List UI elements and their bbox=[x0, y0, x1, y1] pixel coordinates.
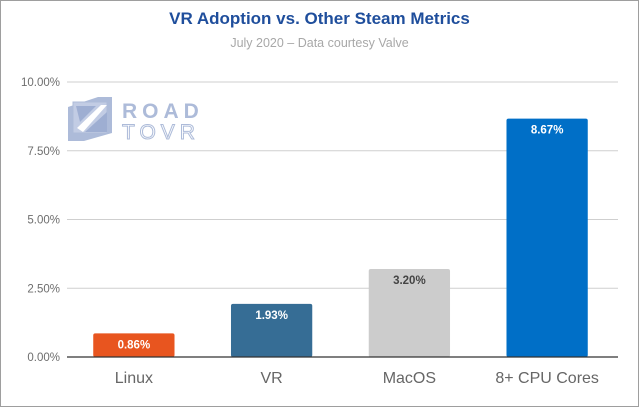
bar-8-cpu-cores bbox=[506, 118, 588, 357]
x-category-label: Linux bbox=[115, 370, 153, 387]
watermark-text-road: ROAD bbox=[122, 100, 204, 123]
bars bbox=[93, 118, 588, 357]
bar-data-label: 3.20% bbox=[393, 275, 426, 287]
roadtovr-logo-icon bbox=[68, 97, 112, 141]
bar-data-label: 8.67% bbox=[531, 125, 564, 137]
roadtovr-watermark-logo: ROAD TOVR bbox=[68, 97, 204, 145]
y-tick-label: 2.50% bbox=[27, 283, 60, 295]
bar-data-label: 1.93% bbox=[255, 310, 288, 322]
x-category-label: VR bbox=[261, 370, 283, 387]
watermark-text-tovr: TOVR bbox=[122, 121, 200, 144]
bar-macos bbox=[368, 269, 451, 357]
bar-linux bbox=[93, 333, 175, 357]
bar-data-label: 0.86% bbox=[118, 339, 151, 351]
bar-data-labels: 0.86% 1.93% 3.20% 8.67% bbox=[118, 125, 564, 352]
x-category-label: MacOS bbox=[383, 370, 436, 387]
y-tick-label: 0.00% bbox=[27, 352, 60, 364]
y-tick-label: 10.00% bbox=[21, 77, 60, 89]
chart-title: VR Adoption vs. Other Steam Metrics bbox=[169, 9, 470, 28]
y-axis-tick-labels: 0.00% 2.50% 5.00% 7.50% 10.00% bbox=[21, 77, 60, 364]
x-category-label: 8+ CPU Cores bbox=[495, 370, 599, 387]
y-tick-label: 5.00% bbox=[27, 215, 60, 227]
chart-subtitle: July 2020 – Data courtesy Valve bbox=[230, 36, 409, 50]
y-tick-label: 7.50% bbox=[27, 146, 60, 158]
bar-vr bbox=[230, 303, 313, 357]
x-axis-category-labels: Linux VR MacOS 8+ CPU Cores bbox=[115, 370, 599, 387]
